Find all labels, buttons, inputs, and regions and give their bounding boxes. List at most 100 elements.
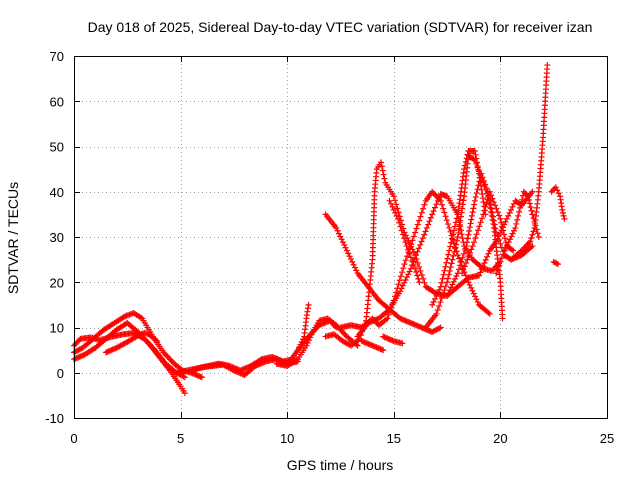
data-point	[515, 212, 522, 219]
data-point	[402, 257, 409, 264]
data-point	[380, 347, 387, 354]
data-point	[396, 219, 403, 226]
data-point	[387, 200, 394, 207]
data-point	[468, 284, 475, 291]
data-point	[436, 303, 443, 310]
data-point	[554, 187, 561, 194]
data-point	[535, 234, 542, 240]
data-point	[446, 267, 453, 274]
data-point	[420, 205, 427, 212]
data-point	[508, 246, 515, 253]
data-point	[442, 213, 449, 220]
data-point	[386, 197, 393, 204]
data-point	[462, 162, 469, 169]
data-point	[488, 212, 495, 219]
data-point	[399, 282, 406, 289]
data-point	[457, 213, 464, 220]
data-point	[466, 282, 473, 289]
data-point	[489, 216, 496, 223]
data-point	[463, 239, 470, 246]
data-point	[476, 272, 483, 279]
data-point	[497, 258, 504, 265]
data-point	[501, 231, 508, 238]
data-point	[433, 201, 440, 208]
data-point	[448, 284, 455, 291]
data-point	[416, 279, 423, 286]
data-point	[527, 238, 534, 245]
data-point	[381, 175, 388, 182]
data-point	[229, 366, 236, 373]
data-point	[392, 209, 399, 216]
data-point	[544, 62, 551, 69]
x-tick-label: 20	[493, 431, 507, 446]
series-arc-11	[322, 211, 444, 336]
data-point	[473, 190, 480, 197]
data-point	[467, 249, 474, 256]
data-point	[429, 301, 436, 308]
data-point	[421, 279, 428, 286]
data-point	[443, 259, 450, 266]
data-point	[508, 206, 515, 213]
data-point	[487, 204, 494, 211]
data-point	[452, 241, 459, 248]
x-tick-label: 5	[177, 431, 184, 446]
data-point	[452, 219, 459, 226]
data-point	[333, 224, 340, 231]
data-point	[512, 224, 519, 231]
data-point	[444, 275, 451, 282]
data-point	[449, 235, 456, 242]
data-point	[469, 287, 476, 294]
data-point	[390, 193, 397, 200]
data-point	[473, 155, 480, 162]
data-point	[495, 262, 502, 269]
data-point	[473, 296, 480, 303]
data-point	[384, 315, 391, 322]
data-point	[456, 221, 463, 228]
data-point	[462, 158, 469, 165]
data-point	[181, 390, 188, 397]
data-point	[409, 237, 416, 244]
data-point	[438, 279, 445, 286]
data-point	[530, 228, 537, 235]
data-point	[457, 217, 464, 224]
data-point	[120, 314, 127, 321]
data-point	[482, 181, 489, 188]
data-point	[437, 324, 444, 331]
data-point	[471, 148, 478, 155]
data-point	[414, 272, 421, 279]
data-point	[417, 213, 424, 220]
data-point	[407, 254, 414, 261]
data-point	[471, 239, 478, 246]
data-point	[479, 195, 486, 202]
series-arc-3	[71, 310, 205, 381]
data-point	[379, 167, 386, 174]
data-point	[499, 223, 506, 230]
y-axis-label: SDTVAR / TECUs	[5, 182, 21, 294]
data-point	[458, 258, 465, 265]
series-arc-15	[386, 197, 423, 286]
data-point	[483, 200, 490, 207]
data-point	[529, 211, 536, 218]
data-point	[454, 234, 461, 240]
data-point	[403, 243, 410, 250]
data-point	[341, 241, 348, 248]
data-point	[489, 195, 496, 202]
data-point	[447, 264, 454, 271]
series-arc-24	[550, 258, 561, 268]
data-point	[475, 227, 482, 234]
data-point	[393, 201, 400, 208]
data-point	[198, 374, 205, 381]
data-point	[393, 212, 400, 219]
data-point	[529, 231, 536, 238]
data-point	[342, 244, 349, 251]
data-point	[391, 197, 398, 204]
data-point	[473, 231, 480, 238]
data-point	[510, 247, 517, 254]
data-point	[426, 218, 433, 225]
data-point	[453, 215, 460, 222]
data-point	[445, 251, 452, 258]
data-point	[498, 219, 505, 226]
data-point	[397, 223, 404, 230]
data-point	[469, 243, 476, 250]
